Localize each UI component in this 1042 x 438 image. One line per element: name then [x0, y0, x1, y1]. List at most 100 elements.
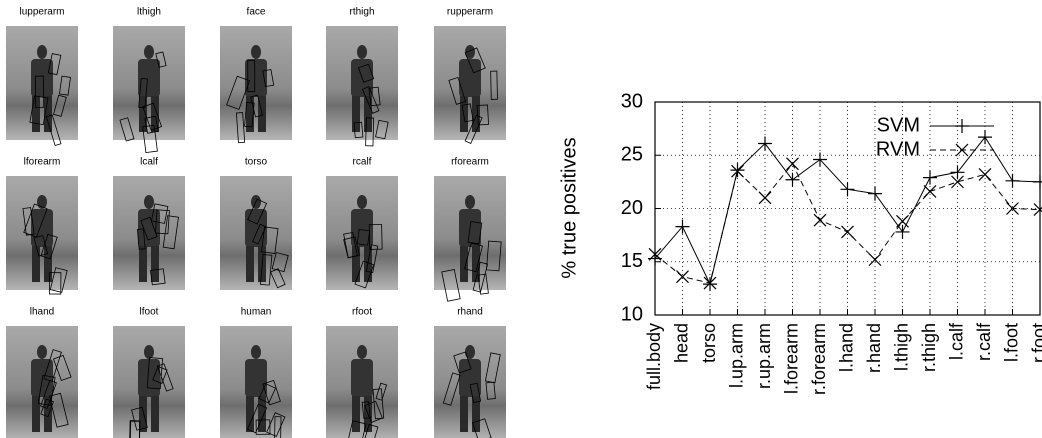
thumbnail-image [113, 326, 185, 438]
detection-box [261, 226, 279, 254]
person-head [251, 345, 261, 359]
detection-box [472, 418, 492, 438]
person-leg [139, 246, 147, 282]
person-body [138, 59, 160, 97]
detection-box [368, 224, 383, 250]
detection-box [47, 53, 62, 76]
detection-box [357, 63, 375, 83]
detection-box [53, 94, 67, 117]
thumbnail-image [326, 26, 398, 147]
detection-box [441, 268, 461, 302]
detection-box [138, 78, 148, 109]
person-leg [151, 246, 159, 282]
data-point [1033, 174, 1042, 189]
detection-box [48, 272, 62, 295]
detection-box [260, 254, 273, 286]
x-tick-label: torso [699, 323, 719, 363]
thumbnail-image [113, 176, 185, 290]
detection-box [40, 398, 54, 418]
person-leg [352, 96, 360, 132]
person-body [459, 359, 481, 397]
person-leg [460, 246, 468, 282]
thumbnail-label: rforearm [451, 157, 489, 168]
person-head [144, 195, 154, 209]
legend-label: RVM [876, 138, 920, 160]
detection-box [119, 117, 135, 142]
chart: % true positives 10 15 20 25 30 full.body head… [558, 90, 1042, 395]
person-leg [246, 246, 254, 282]
data-point [950, 165, 965, 180]
data-point [895, 224, 910, 239]
x-tick-label: l.forearm [781, 323, 801, 394]
data-point [923, 185, 937, 198]
person-leg [151, 396, 159, 432]
detection-box [29, 95, 49, 126]
detection-box [365, 117, 375, 147]
thumbnail-label: human [241, 307, 272, 318]
detection-box [33, 235, 49, 257]
detection-box [129, 420, 141, 438]
person-leg [472, 96, 480, 132]
detection-box [361, 401, 371, 419]
detection-box [469, 382, 482, 404]
data-point [785, 172, 800, 187]
detection-box [375, 119, 389, 140]
thumbnail-grid: lupperarm lthigh face rthigh rupperarm lforea… [6, 7, 506, 438]
x-tick-label: l.calf [946, 322, 966, 360]
detection-box [162, 215, 179, 250]
person-body [138, 359, 160, 397]
detection-box [467, 221, 483, 245]
x-tick-label: head [671, 323, 691, 363]
detection-box [274, 416, 282, 438]
person-body [31, 59, 53, 97]
detection-box [150, 268, 166, 286]
data-point [1005, 173, 1020, 188]
detection-box [244, 101, 255, 128]
series-line [654, 162, 1041, 284]
detection-box [155, 51, 167, 68]
detection-box [271, 252, 289, 273]
x-tick-label: r.foot [1029, 323, 1042, 363]
y-tick-label: 15 [621, 250, 643, 272]
person-leg [460, 396, 468, 432]
detection-box [359, 423, 379, 438]
person-body [31, 209, 53, 247]
person-leg [32, 246, 40, 282]
detection-box [23, 203, 48, 238]
person-head [144, 45, 154, 59]
thumbnail-label: rupperarm [447, 7, 493, 18]
legend-marker [955, 143, 969, 157]
thumbnail-label: face [247, 7, 266, 18]
thumbnail-image [113, 26, 185, 153]
detection-box [48, 392, 69, 428]
person-leg [32, 96, 40, 132]
legend-marker [955, 119, 969, 133]
detection-box [142, 124, 158, 153]
x-tick-label: l.hand [836, 323, 856, 372]
detection-box [472, 261, 489, 293]
detection-box [258, 383, 277, 404]
detection-box [375, 382, 388, 401]
thumbnail-image [434, 176, 506, 302]
thumbnail-image [220, 326, 292, 438]
detection-box [442, 372, 461, 406]
detection-box [262, 69, 275, 88]
thumbnail-label: lhand [30, 307, 54, 318]
detection-box [40, 233, 58, 260]
person-leg [246, 96, 254, 132]
thumbnail-label: lupperarm [19, 7, 64, 18]
detection-box [368, 86, 381, 107]
x-tick-label: l.up.arm [726, 323, 746, 388]
data-point [675, 219, 690, 234]
data-point [978, 167, 992, 181]
thumbnail-label: rcalf [353, 157, 372, 168]
person-leg [151, 96, 159, 132]
person-leg [352, 246, 360, 282]
detection-box [247, 60, 256, 92]
data-point [703, 276, 717, 290]
detection-box [485, 381, 496, 400]
detection-box [365, 244, 379, 273]
detection-box [150, 203, 169, 224]
data-point [923, 170, 937, 185]
